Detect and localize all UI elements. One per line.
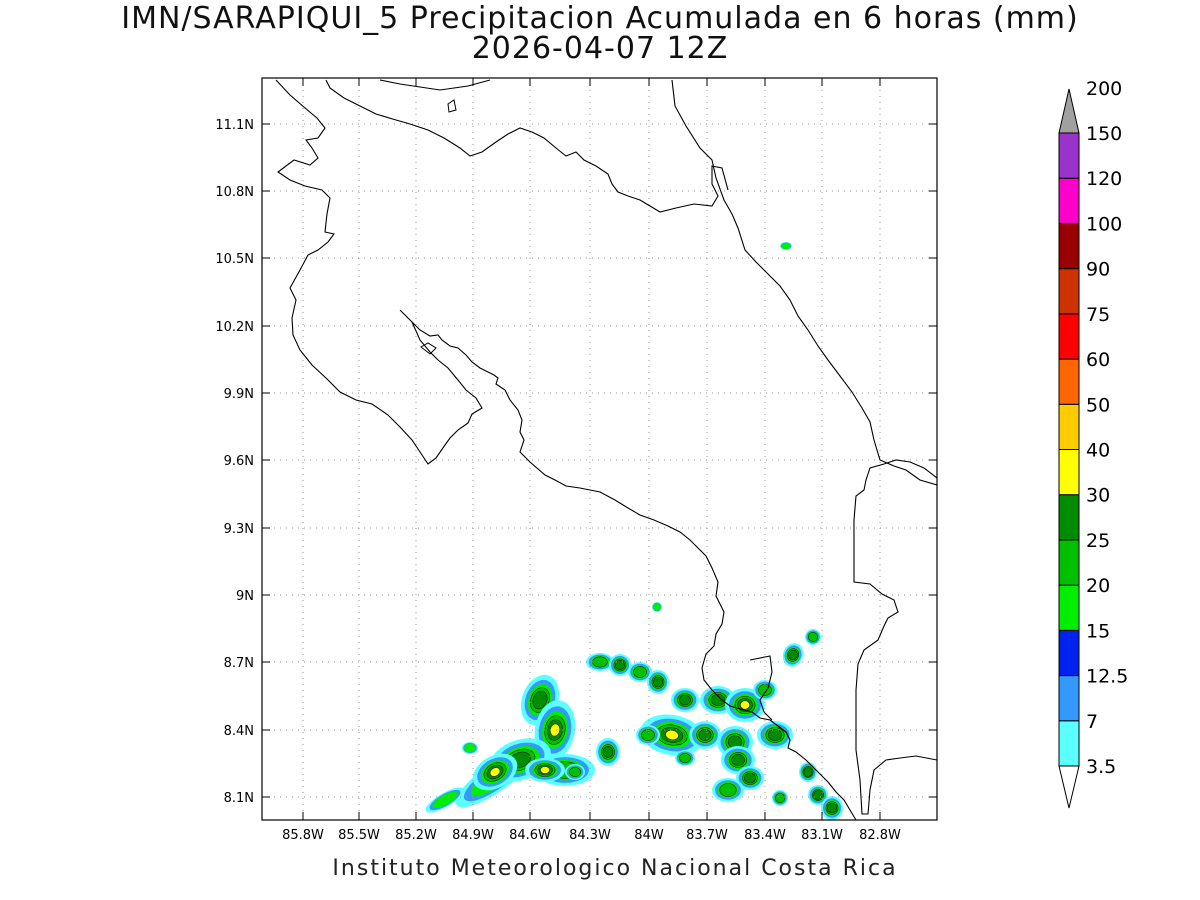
- colorbar-level-label: 40: [1086, 440, 1110, 462]
- colorbar-swatch: [1058, 720, 1080, 767]
- colorbar-swatch: [1058, 403, 1080, 450]
- precipitation-field: [425, 242, 843, 820]
- lon-tick-label: 84W: [634, 828, 664, 843]
- panama-border: [853, 459, 937, 815]
- colorbar-swatch: [1058, 132, 1080, 179]
- colorbar-level-label: 50: [1086, 394, 1110, 416]
- rain-cell: [821, 796, 843, 820]
- lon-tick-label: 84.9W: [452, 828, 494, 843]
- rain-cell: [736, 766, 764, 790]
- colorbar: 3.5 7 12.5 15 20 25 30 40 50 60 75 90 100 120 150 200: [1058, 78, 1128, 809]
- colorbar-swatch: [1058, 313, 1080, 360]
- rain-cell: [636, 725, 660, 745]
- rain-cell: [609, 654, 631, 676]
- rain-cell: [780, 242, 792, 250]
- colorbar-swatch: [1058, 539, 1080, 586]
- lat-tick-label: 10.8N: [215, 185, 254, 200]
- lon-tick-label: 83.7W: [686, 828, 728, 843]
- plot-frame: [261, 77, 938, 821]
- colorbar-swatch: [1058, 494, 1080, 541]
- colorbar-level-label: 120: [1086, 168, 1122, 190]
- rain-cell: [647, 670, 669, 694]
- pacific-coastline: [275, 79, 857, 820]
- rain-cell: [671, 688, 699, 712]
- colorbar-level-label: 7: [1086, 711, 1098, 733]
- lat-tick-label: 9N: [236, 589, 254, 604]
- gulf-island-icon: [420, 342, 437, 355]
- colorbar-level-label: 60: [1086, 349, 1110, 371]
- island-icon: [447, 99, 457, 113]
- lon-tick-label: 84.6W: [509, 828, 551, 843]
- rain-cell: [652, 602, 662, 612]
- lon-tick-label: 85.5W: [338, 828, 380, 843]
- rain-cell: [425, 787, 465, 813]
- rain-cell: [628, 662, 652, 682]
- colorbar-level-label: 3.5: [1086, 756, 1116, 778]
- nicaragua-lake-shore: [379, 79, 491, 91]
- caribbean-coastline: [325, 79, 937, 486]
- colorbar-max-triangle: [1058, 88, 1080, 134]
- map-subtitle: 2026-04-07 12Z: [471, 31, 729, 66]
- lon-tick-label: 83.4W: [744, 828, 786, 843]
- colorbar-swatch: [1058, 358, 1080, 405]
- rain-cell: [799, 762, 817, 782]
- rain-cell: [721, 746, 755, 774]
- longitude-labels: 85.8W 85.5W 85.2W 84.9W 84.6W 84.3W 84W 83.7W 83…: [282, 828, 901, 843]
- rain-cell: [462, 742, 478, 754]
- rain-cell: [805, 629, 821, 645]
- rain-cell: [689, 721, 721, 749]
- rain-cell: [565, 764, 585, 780]
- colorbar-level-label: 75: [1086, 304, 1110, 326]
- rain-cell: [586, 653, 614, 671]
- lat-tick-label: 9.9N: [224, 387, 254, 402]
- lon-tick-label: 82.8W: [859, 828, 901, 843]
- lon-tick-label: 85.8W: [282, 828, 324, 843]
- colorbar-level-label: 12.5: [1086, 666, 1128, 688]
- colorbar-level-label: 200: [1086, 78, 1122, 100]
- rain-cell: [782, 643, 804, 667]
- footer-credit: Instituto Meteorologico Nacional Costa R…: [332, 856, 898, 881]
- lat-tick-label: 8.7N: [224, 656, 254, 671]
- rain-cell: [808, 785, 828, 805]
- colorbar-level-label: 90: [1086, 259, 1110, 281]
- rain-cell: [772, 790, 788, 806]
- lat-tick-label: 10.5N: [215, 252, 254, 267]
- colorbar-min-triangle: [1058, 765, 1080, 809]
- colorbar-level-label: 25: [1086, 530, 1110, 552]
- rain-cell: [596, 738, 620, 766]
- map-title: IMN/SARAPIQUI_5 Precipitacion Acumulada …: [121, 1, 1079, 36]
- colorbar-swatch: [1058, 268, 1080, 315]
- lat-tick-label: 8.4N: [224, 724, 254, 739]
- latitude-labels: 11.1N 10.8N 10.5N 10.2N 9.9N 9.6N 9.3N 9N 8.7N 8.…: [215, 118, 254, 806]
- colorbar-swatch: [1058, 177, 1080, 224]
- lon-tick-label: 85.2W: [395, 828, 437, 843]
- colorbar-swatch: [1058, 675, 1080, 722]
- colorbar-swatch: [1058, 629, 1080, 677]
- lat-tick-label: 8.1N: [224, 791, 254, 806]
- colorbar-level-label: 15: [1086, 620, 1110, 642]
- colorbar-level-label: 150: [1086, 123, 1122, 145]
- rain-cell: [525, 758, 565, 782]
- lon-tick-label: 83.1W: [801, 828, 843, 843]
- rain-cell: [472, 753, 518, 791]
- lat-tick-label: 9.3N: [224, 522, 254, 537]
- colorbar-level-label: 100: [1086, 213, 1122, 235]
- rain-cell: [675, 750, 695, 766]
- lat-tick-label: 10.2N: [215, 320, 254, 335]
- colorbar-level-label: 20: [1086, 575, 1110, 597]
- lat-tick-label: 11.1N: [215, 118, 254, 133]
- colorbar-swatch: [1058, 222, 1080, 270]
- colorbar-swatch: [1058, 584, 1080, 631]
- lon-tick-label: 84.3W: [569, 828, 611, 843]
- coastline: [275, 79, 937, 820]
- lat-tick-label: 9.6N: [224, 454, 254, 469]
- grid-lines: [262, 78, 937, 820]
- colorbar-swatch: [1058, 449, 1080, 496]
- colorbar-level-label: 30: [1086, 485, 1110, 507]
- rain-cell: [712, 778, 744, 802]
- rain-cell: [725, 688, 765, 722]
- osa-peninsula-coast: [749, 655, 773, 721]
- rain-cell: [640, 714, 704, 756]
